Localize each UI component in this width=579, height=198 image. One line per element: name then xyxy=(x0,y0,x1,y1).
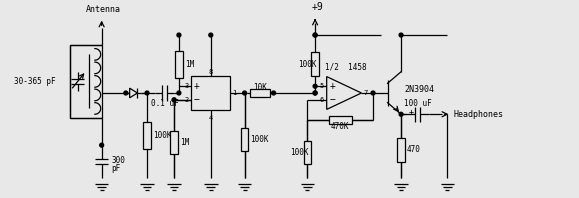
Text: +: + xyxy=(329,81,335,91)
Text: +: + xyxy=(193,81,199,91)
Bar xyxy=(312,52,319,76)
Text: 1M: 1M xyxy=(185,60,194,69)
Polygon shape xyxy=(327,77,361,109)
Circle shape xyxy=(313,33,317,37)
Text: +9: +9 xyxy=(311,2,323,12)
Circle shape xyxy=(313,33,317,37)
Text: 8: 8 xyxy=(208,69,213,75)
Text: 100 uF: 100 uF xyxy=(404,99,431,108)
Polygon shape xyxy=(130,88,137,98)
Text: 6: 6 xyxy=(320,97,324,103)
Text: 470: 470 xyxy=(407,146,421,154)
Text: 300: 300 xyxy=(111,156,125,165)
Bar xyxy=(303,141,312,165)
Text: Antenna: Antenna xyxy=(86,5,121,14)
Text: 2: 2 xyxy=(184,97,189,103)
Bar xyxy=(175,50,183,78)
Text: 30-365 pF: 30-365 pF xyxy=(14,77,56,86)
Circle shape xyxy=(313,84,317,88)
Bar xyxy=(250,89,270,97)
Bar xyxy=(192,76,230,110)
Circle shape xyxy=(124,91,128,95)
Bar xyxy=(329,116,352,124)
Text: 0.1 uF: 0.1 uF xyxy=(151,99,178,108)
Bar xyxy=(241,128,248,151)
Text: 3: 3 xyxy=(184,83,189,89)
Circle shape xyxy=(177,91,181,95)
Text: 7: 7 xyxy=(364,90,368,96)
Text: 2N3904: 2N3904 xyxy=(405,85,435,94)
Circle shape xyxy=(177,33,181,37)
Circle shape xyxy=(399,33,403,37)
Text: 100K: 100K xyxy=(290,148,309,157)
Circle shape xyxy=(371,91,375,95)
Circle shape xyxy=(243,91,247,95)
Text: 1/2  1458: 1/2 1458 xyxy=(325,63,367,72)
Text: 5: 5 xyxy=(320,83,324,89)
Circle shape xyxy=(172,98,176,102)
Text: 100K: 100K xyxy=(298,60,316,69)
Circle shape xyxy=(100,143,104,147)
Text: 1: 1 xyxy=(232,90,236,96)
Text: 100K: 100K xyxy=(153,131,171,140)
Bar xyxy=(397,138,405,162)
Circle shape xyxy=(313,91,317,95)
Bar xyxy=(70,45,102,118)
Circle shape xyxy=(272,91,276,95)
Circle shape xyxy=(399,112,403,116)
Text: pF: pF xyxy=(111,164,120,173)
Text: +: + xyxy=(409,108,414,117)
Bar xyxy=(170,131,178,154)
Circle shape xyxy=(145,91,149,95)
Text: −: − xyxy=(193,95,199,105)
Text: 1M: 1M xyxy=(180,138,189,147)
Text: −: − xyxy=(329,95,335,105)
Text: Headphones: Headphones xyxy=(453,110,503,119)
Text: 470K: 470K xyxy=(331,122,350,131)
Circle shape xyxy=(313,91,317,95)
Text: 4: 4 xyxy=(208,115,213,121)
Text: 10K: 10K xyxy=(253,83,267,92)
Bar xyxy=(143,122,151,149)
Text: 100K: 100K xyxy=(250,135,269,144)
Circle shape xyxy=(209,33,212,37)
